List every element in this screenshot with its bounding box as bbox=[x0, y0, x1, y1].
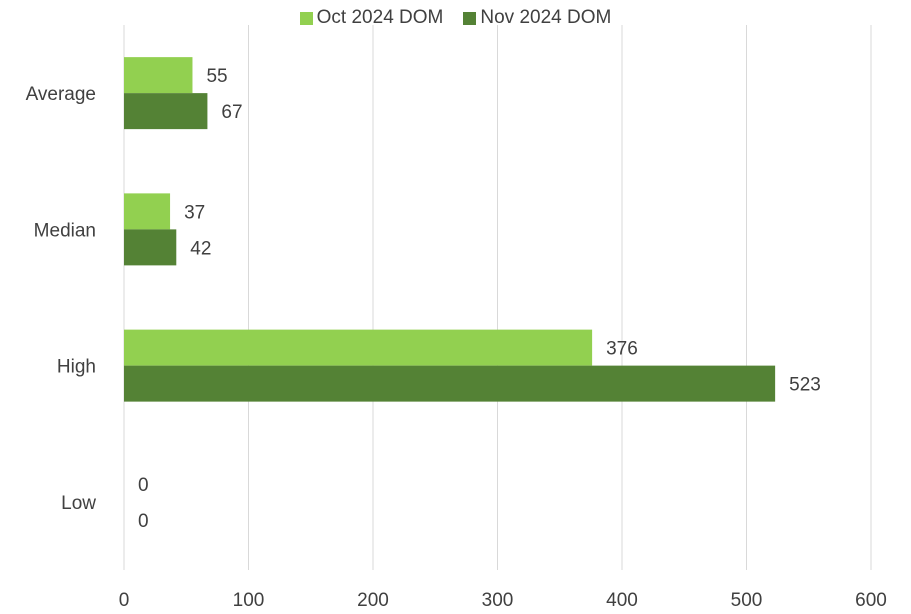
data-label-average-oct: 55 bbox=[206, 66, 227, 87]
legend-label-nov: Nov 2024 DOM bbox=[480, 7, 612, 28]
data-label-median-oct: 37 bbox=[184, 202, 205, 223]
data-label-low-nov: 0 bbox=[138, 511, 149, 532]
category-label-low: Low bbox=[61, 493, 96, 514]
legend-item-nov[interactable]: Nov 2024 DOM bbox=[463, 7, 611, 29]
legend-label-oct: Oct 2024 DOM bbox=[316, 7, 444, 28]
x-tick-label-500: 500 bbox=[731, 590, 763, 611]
bar-high-oct bbox=[124, 329, 593, 366]
bar-average-nov bbox=[124, 93, 208, 130]
chart-legend: Oct 2024 DOM Nov 2024 DOM bbox=[0, 5, 911, 31]
bar-high-nov bbox=[124, 365, 776, 402]
legend-item-oct[interactable]: Oct 2024 DOM bbox=[299, 7, 444, 29]
bar-average-oct bbox=[124, 57, 193, 94]
data-label-high-nov: 523 bbox=[789, 375, 821, 396]
data-label-low-oct: 0 bbox=[138, 475, 149, 496]
bar-median-nov bbox=[124, 229, 177, 266]
category-label-average: Average bbox=[26, 84, 96, 105]
x-tick-label-600: 600 bbox=[855, 590, 887, 611]
x-tick-label-200: 200 bbox=[357, 590, 389, 611]
x-tick-label-400: 400 bbox=[606, 590, 638, 611]
bar-median-oct bbox=[124, 193, 171, 230]
category-label-median: Median bbox=[34, 220, 96, 241]
x-tick-label-100: 100 bbox=[233, 590, 265, 611]
category-label-high: High bbox=[57, 357, 96, 378]
legend-swatch-oct bbox=[299, 11, 313, 25]
x-tick-label-0: 0 bbox=[119, 590, 130, 611]
legend-swatch-nov bbox=[463, 11, 477, 25]
data-label-high-oct: 376 bbox=[606, 339, 638, 360]
data-label-average-nov: 67 bbox=[221, 102, 242, 123]
x-tick-label-300: 300 bbox=[482, 590, 514, 611]
data-label-median-nov: 42 bbox=[190, 238, 211, 259]
